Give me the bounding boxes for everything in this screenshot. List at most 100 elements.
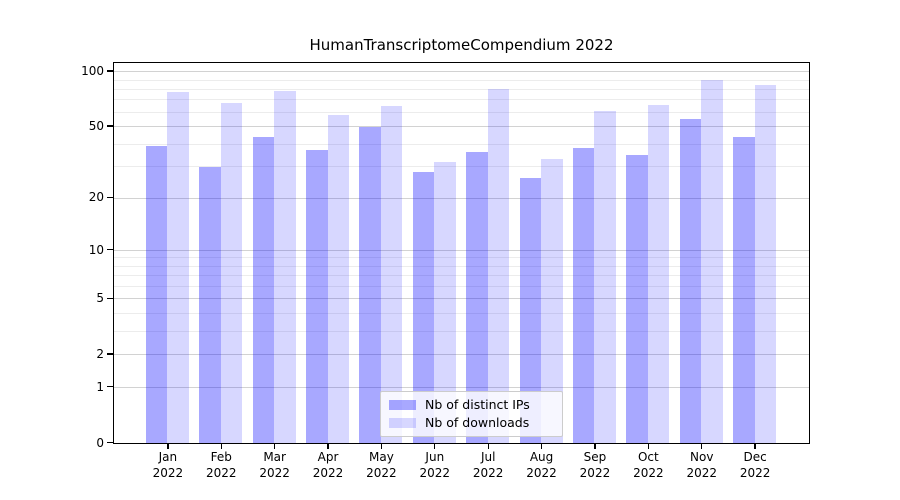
gridline-minor (114, 111, 809, 113)
bar-downloads-dec (754, 84, 777, 443)
x-tick-label-line: 2022 (205, 465, 237, 480)
x-tick-mark (434, 444, 436, 449)
x-tick-label: Apr 2022 (298, 450, 358, 481)
x-tick-label-line: 2022 (739, 465, 771, 480)
gridline-major (114, 71, 809, 73)
y-tick-label: 50 (88, 119, 104, 134)
bar-distinct-ips-sep (572, 148, 595, 443)
bar-downloads-apr (327, 114, 350, 443)
x-tick-label-line: May (369, 450, 394, 464)
x-tick-mark (220, 444, 222, 449)
x-tick-label-line: 2022 (472, 465, 504, 480)
x-tick-label-line: 2022 (419, 465, 451, 480)
gridline-minor (114, 79, 809, 81)
y-tick-mark (107, 248, 113, 251)
y-tick-mark (107, 70, 113, 72)
x-tick-label: May 2022 (351, 450, 411, 481)
gridline-minor (114, 143, 809, 145)
x-tick-label-line: 2022 (526, 465, 557, 480)
bar-distinct-ips-jun (412, 172, 435, 443)
x-tick-label-line: 2022 (152, 465, 184, 480)
x-tick-label-line: Jun (425, 450, 445, 464)
y-tick-mark (107, 297, 113, 299)
x-tick-label: Aug 2022 (512, 450, 572, 481)
x-tick-label-line: Sep (583, 450, 607, 464)
y-tick-label: 1 (96, 379, 104, 394)
plot-area (113, 62, 810, 444)
gridline-major (114, 298, 809, 300)
legend-swatch-downloads (389, 418, 416, 428)
x-tick-label: Mar 2022 (245, 450, 305, 481)
x-tick-mark (701, 444, 703, 449)
y-tick-label: 10 (88, 242, 104, 257)
legend-item-downloads: Nb of downloads (389, 416, 554, 430)
x-tick-label-line: Dec (743, 450, 767, 464)
x-tick-label-line: Nov (690, 450, 714, 464)
gridline-minor (114, 99, 809, 101)
gridline-major (114, 249, 809, 251)
bar-downloads-feb (220, 103, 243, 443)
bar-distinct-ips-oct (626, 154, 648, 443)
gridline-minor (114, 265, 809, 267)
y-tick-label: 100 (81, 64, 104, 79)
x-tick-mark (380, 444, 383, 449)
x-tick-label-line: 2022 (633, 465, 664, 480)
y-tick-label: 2 (96, 347, 104, 362)
y-tick-label: 20 (88, 190, 104, 205)
x-tick-mark (274, 444, 276, 449)
x-tick-mark (487, 444, 489, 449)
y-tick-mark (107, 353, 113, 355)
y-tick-label: 5 (96, 291, 104, 306)
x-tick-label: Oct 2022 (618, 450, 678, 481)
bar-distinct-ips-apr (306, 150, 328, 443)
x-tick-mark (327, 444, 329, 449)
x-tick-label: Feb 2022 (191, 450, 251, 481)
gridline-minor (114, 285, 809, 287)
legend-label-distinct-ips: Nb of distinct IPs (425, 397, 530, 412)
y-tick-label: 0 (96, 435, 104, 450)
x-tick-label-line: Apr (317, 450, 339, 464)
x-tick-label-line: Feb (210, 450, 232, 464)
x-tick-label-line: 2022 (686, 465, 717, 480)
x-tick-label-line: Aug (529, 450, 554, 464)
legend-item-distinct-ips: Nb of distinct IPs (389, 398, 554, 412)
y-tick-mark (107, 441, 113, 444)
x-tick-label: Jul 2022 (458, 450, 518, 481)
legend: Nb of distinct IPs Nb of downloads (380, 391, 563, 437)
bar-downloads-jun (434, 161, 456, 443)
x-tick-label: Jun 2022 (405, 450, 465, 481)
chart-title: HumanTranscriptomeCompendium 2022 (309, 36, 614, 54)
bar-downloads-jul (487, 89, 510, 443)
bar-distinct-ips-jan (145, 146, 168, 443)
gridline-minor (114, 166, 809, 168)
bar-downloads-nov (701, 80, 723, 443)
x-tick-label-line: 2022 (579, 465, 611, 480)
x-tick-label-line: Mar (263, 450, 286, 464)
gridline-major (114, 386, 809, 388)
bar-distinct-ips-feb (199, 166, 221, 443)
x-tick-label: Jan 2022 (138, 450, 198, 481)
x-tick-mark (167, 444, 169, 449)
gridline-minor (114, 275, 809, 277)
bar-distinct-ips-aug (519, 177, 542, 443)
x-tick-label-line: Jan (158, 450, 178, 464)
bar-downloads-may (380, 105, 403, 443)
bar-distinct-ips-jul (466, 152, 488, 443)
x-tick-mark (540, 444, 543, 449)
bar-downloads-jan (167, 92, 189, 443)
x-tick-label-line: 2022 (312, 465, 344, 480)
x-tick-label: Dec 2022 (725, 450, 785, 481)
gridline-minor (114, 312, 809, 314)
y-tick-mark (107, 386, 113, 388)
gridline-major (114, 354, 809, 356)
x-tick-mark (594, 444, 596, 449)
x-tick-label-line: Jul (480, 450, 496, 464)
x-tick-label: Nov 2022 (672, 450, 732, 481)
bar-distinct-ips-may (359, 126, 381, 443)
gridline-minor (114, 257, 809, 259)
bar-distinct-ips-mar (252, 136, 275, 443)
x-tick-label-line: 2022 (366, 465, 397, 480)
y-tick-mark (107, 125, 113, 127)
x-tick-mark (754, 444, 756, 449)
